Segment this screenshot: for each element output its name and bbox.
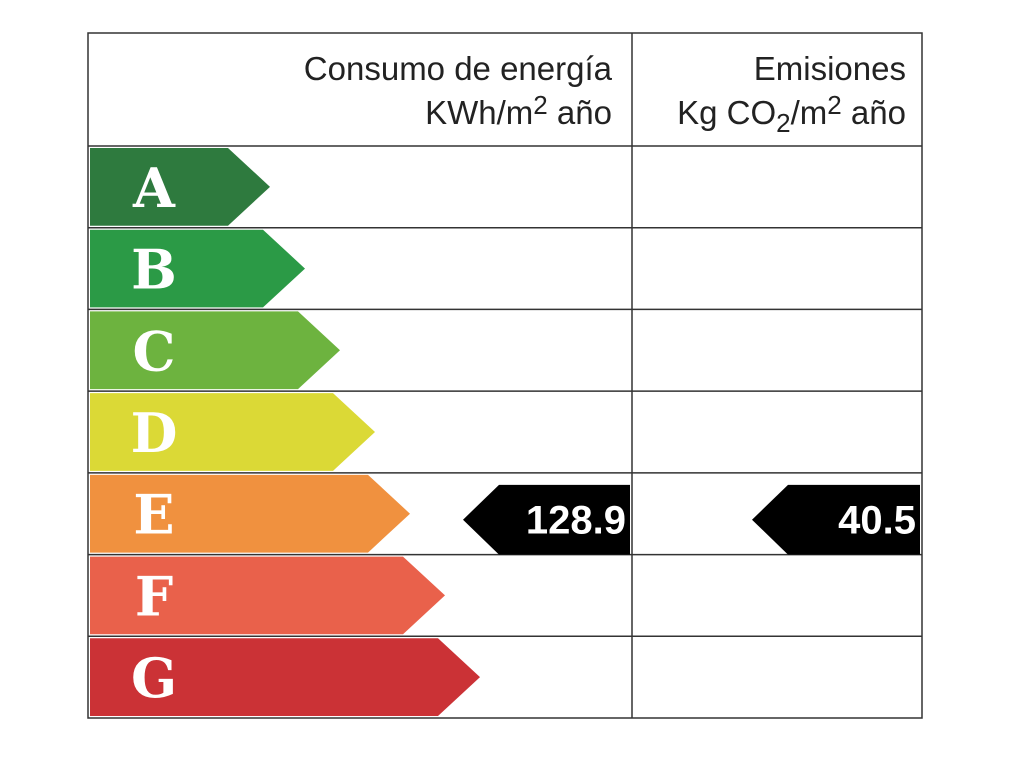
rating-arrow [90,393,375,471]
unit-part: año [548,94,612,131]
unit-part: /m [791,94,828,131]
unit-superscript: 2 [533,90,547,120]
rating-arrow [90,556,445,635]
value-label: 40.5 [838,499,916,543]
value-label: 128.9 [526,499,626,543]
rating-arrow [90,474,410,553]
rating-letter: F [135,564,173,628]
emissions-unit: Kg CO2/m2 año [677,90,906,138]
rating-letter: B [131,238,177,302]
rating-letter: C [133,319,176,383]
rating-arrow [90,638,480,716]
unit-subscript: 2 [776,108,790,138]
rating-arrow [90,148,270,226]
rating-arrow [90,229,305,308]
unit-part: año [842,94,906,131]
rating-letter: G [131,646,177,710]
rating-letter: D [131,401,178,465]
table-border [87,32,923,719]
rating-letter: A [132,156,176,220]
consumption-title: Consumo de energía [304,50,613,87]
unit-part: KWh/m [425,94,533,131]
unit-superscript: 2 [827,90,841,120]
unit-part: Kg CO [677,94,776,131]
rating-letter: E [133,483,174,547]
value-arrow [463,484,630,555]
value-arrow [752,484,920,555]
emissions-title: Emisiones [754,50,906,87]
rating-arrow [90,311,340,390]
consumption-unit: KWh/m2 año [425,90,612,131]
